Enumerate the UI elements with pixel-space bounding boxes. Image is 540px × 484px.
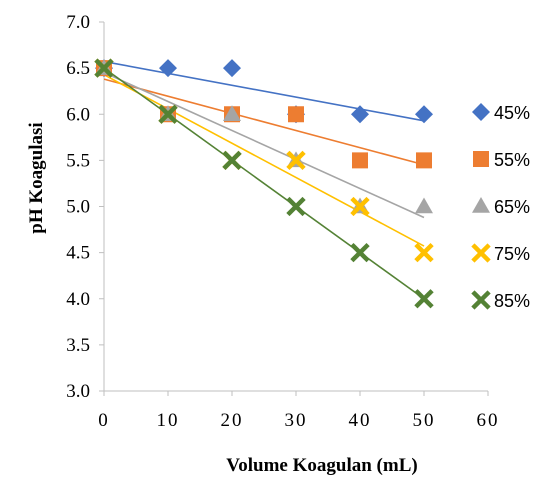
y-axis-title: pH Koagulasi: [26, 122, 47, 233]
data-point-55pct: [352, 152, 368, 169]
trendline-85pct: [103, 67, 425, 300]
x-tick-label: 30: [285, 410, 308, 431]
x-tick-label: 50: [413, 410, 436, 431]
legend-label: 75%: [494, 244, 530, 264]
data-point-55pct: [288, 106, 304, 123]
marker-stroke: [414, 289, 434, 309]
data-point-45pct: [159, 59, 177, 78]
y-tick-label: 3.5: [66, 335, 90, 356]
data-point-45pct: [351, 105, 369, 124]
data-point-85pct: [222, 150, 242, 171]
legend-label: 65%: [494, 197, 530, 217]
trendline-65pct: [103, 71, 425, 219]
x-axis-title: Volume Koagulan (mL): [226, 455, 417, 476]
y-tick-label: 4.5: [66, 243, 90, 264]
y-tick-label: 5.0: [66, 197, 90, 218]
data-point-75pct: [414, 242, 434, 263]
marker-stroke: [414, 242, 434, 263]
data-point-75pct: [286, 150, 306, 171]
x-tick-label: 10: [157, 410, 180, 431]
marker-stroke: [471, 243, 491, 263]
trendlines: [103, 60, 425, 300]
y-tick-label: 6.5: [66, 58, 90, 79]
data-point-85pct: [350, 242, 370, 263]
data-point-65pct: [415, 197, 433, 214]
x-tick-label: 60: [477, 410, 500, 431]
data-point-45pct: [415, 105, 433, 124]
data-point-85pct: [286, 196, 306, 217]
legend-marker-85pct: [471, 290, 491, 310]
data-points: [94, 58, 434, 309]
x-tick-label: 0: [98, 410, 110, 431]
legend-marker-65pct: [472, 197, 490, 213]
marker-stroke: [350, 196, 370, 217]
marker-stroke: [286, 150, 306, 171]
y-tick-label: 7.0: [66, 12, 90, 33]
data-point-55pct: [416, 152, 432, 169]
data-point-65pct: [223, 105, 241, 121]
data-point-85pct: [94, 58, 114, 78]
legend-marker-75pct: [471, 243, 491, 263]
data-point-85pct: [158, 104, 178, 124]
trendline-45pct: [103, 60, 425, 122]
y-tick-label: 6.0: [66, 104, 90, 125]
y-tick-label: 3.0: [66, 381, 90, 402]
x-tick-label: 40: [349, 410, 372, 431]
legend-label: 45%: [494, 103, 530, 123]
x-tick-label: 20: [221, 410, 244, 431]
marker-stroke: [158, 104, 178, 124]
legend-label: 55%: [494, 150, 530, 170]
legend-marker-55pct: [473, 151, 489, 167]
y-tick-label: 5.5: [66, 150, 90, 171]
y-tick-label: 4.0: [66, 289, 90, 310]
trendline-75pct: [103, 74, 425, 247]
legend-marker-45pct: [472, 103, 490, 121]
marker-stroke: [350, 242, 370, 263]
marker-stroke: [94, 58, 114, 78]
marker-stroke: [222, 150, 242, 171]
trendline-55pct: [103, 78, 425, 166]
axes: 0 10 20 30 40 50 60 3.0 3.5 4.0 4.5 5.0 5.5 6.0 6.5 7.0: [66, 12, 500, 431]
data-point-75pct: [350, 196, 370, 217]
data-point-85pct: [414, 289, 434, 309]
data-point-45pct: [223, 59, 241, 78]
legend-label: 85%: [494, 291, 530, 311]
marker-stroke: [286, 196, 306, 217]
marker-stroke: [471, 290, 491, 310]
legend: 45% 55% 65% 75% 85%: [471, 103, 530, 311]
